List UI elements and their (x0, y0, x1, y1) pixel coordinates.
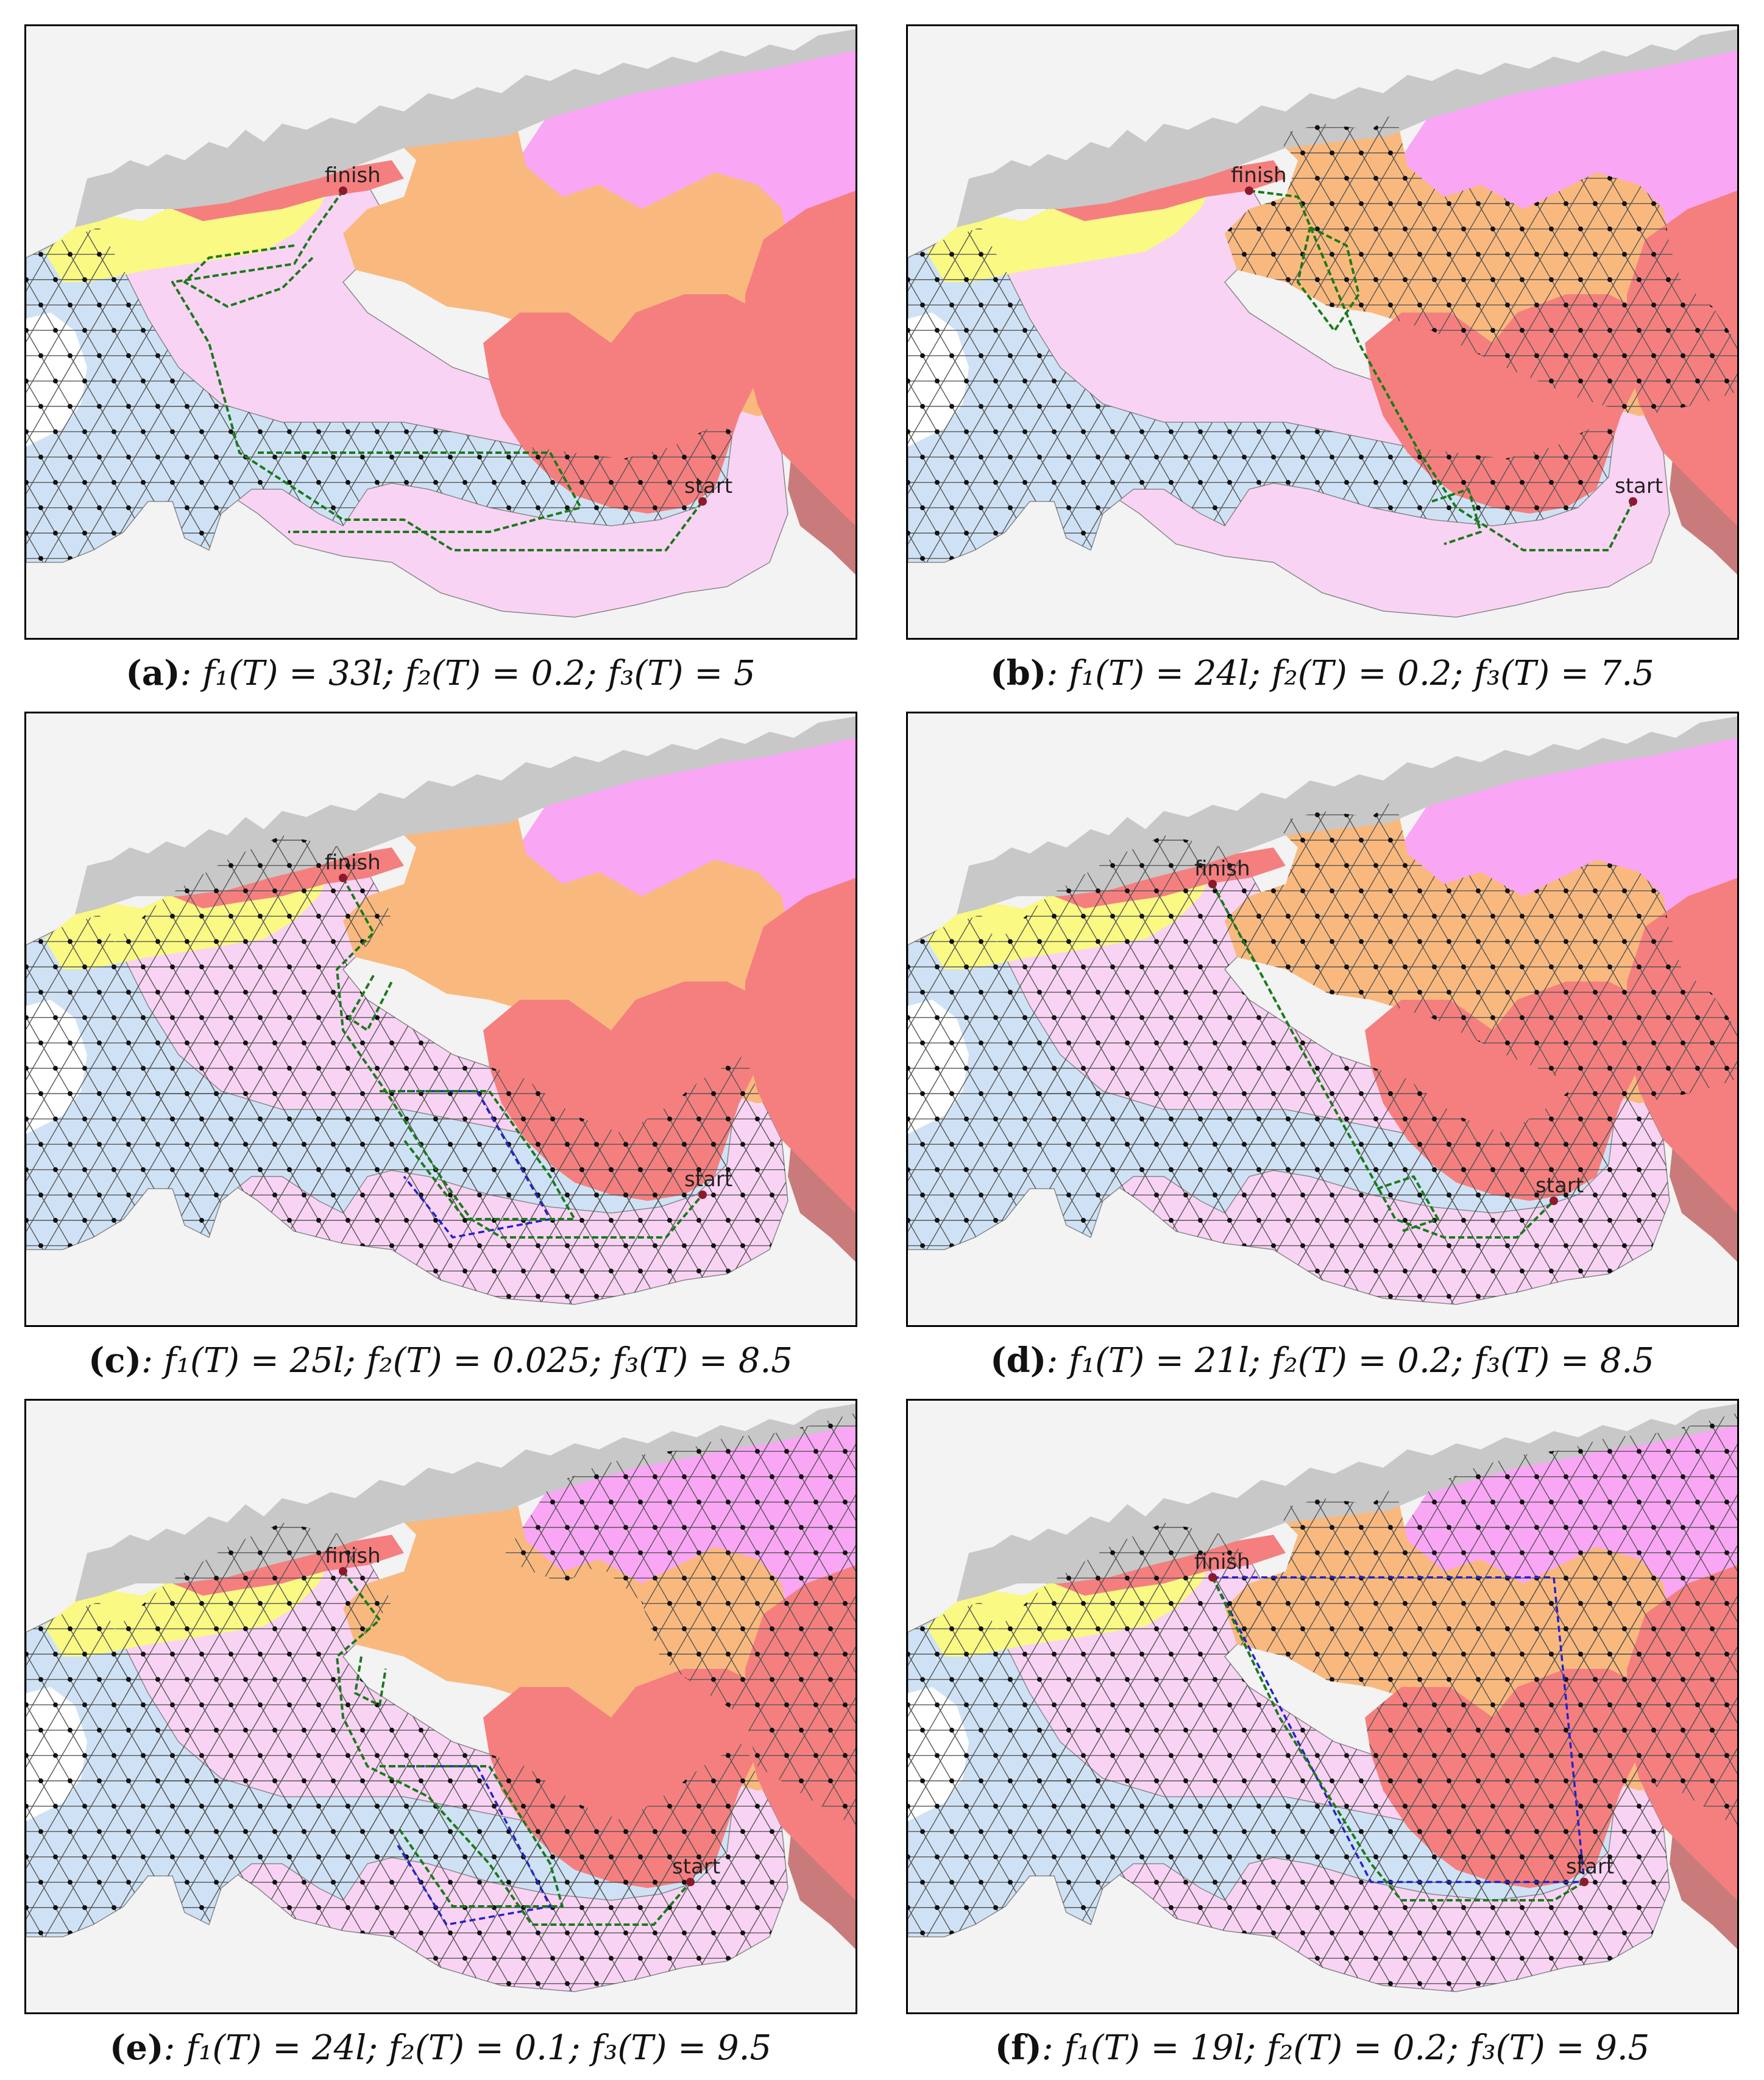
region-land (75, 716, 855, 914)
start-label: start (684, 474, 732, 498)
caption-f: (f): f₁(T) = 19l; f₂(T) = 0.2; f₃(T) = 9… (896, 2028, 1749, 2068)
panel-f: start finish (906, 1399, 1739, 2014)
region-red-east (745, 1565, 855, 1900)
route-path (380, 1765, 551, 1926)
route-path (1297, 226, 1360, 332)
route-path (380, 1090, 576, 1220)
route-path (1249, 189, 1634, 551)
route-path (348, 975, 393, 1031)
map-b: start finish (908, 26, 1737, 638)
panel-d: start finish (906, 712, 1739, 1327)
caption-a-text: : f₁(T) = 33l; f₂(T) = 0.2; f₃(T) = 5 (180, 654, 756, 693)
finish-marker (1208, 880, 1217, 888)
region-red (1365, 982, 1657, 1201)
route-path (354, 1656, 387, 1707)
finish-label: finish (1194, 1550, 1250, 1574)
region-land (75, 29, 855, 227)
caption-d: (d): f₁(T) = 21l; f₂(T) = 0.2; f₃(T) = 8… (896, 1340, 1749, 1381)
region-red-east (745, 191, 855, 526)
finish-label: finish (325, 1544, 381, 1568)
caption-c: (c): f₁(T) = 25l; f₂(T) = 0.025; f₃(T) =… (14, 1340, 867, 1381)
caption-c-label: (c) (88, 1340, 142, 1381)
region-red (483, 1669, 776, 1888)
finish-label: finish (1194, 857, 1250, 881)
start-marker (698, 497, 707, 506)
start-marker (1580, 1878, 1589, 1886)
panel-a: start finish (24, 24, 857, 640)
finish-label: finish (325, 851, 381, 875)
map-c: start finish (26, 713, 855, 1325)
caption-f-text: : f₁(T) = 19l; f₂(T) = 0.2; f₃(T) = 9.5 (1041, 2028, 1650, 2068)
region-red (483, 294, 776, 514)
region-land (75, 1404, 855, 1602)
start-label: start (672, 1855, 720, 1879)
caption-a-label: (a) (126, 653, 180, 693)
map-d: start finish (908, 713, 1737, 1325)
finish-marker (339, 186, 347, 195)
region-red-coast (1054, 160, 1286, 221)
region-red-east (1627, 1565, 1737, 1900)
caption-b-label: (b) (990, 653, 1047, 693)
route-path (1211, 883, 1555, 1239)
start-marker (698, 1190, 707, 1199)
region-red-east (1627, 878, 1737, 1213)
region-red (1365, 294, 1657, 514)
caption-f-label: (f) (994, 2028, 1042, 2068)
route-path (258, 451, 582, 533)
start-marker (686, 1878, 695, 1886)
map-f: start finish (908, 1401, 1737, 2012)
route-path (380, 1765, 564, 1908)
route-path (1376, 1175, 1439, 1233)
caption-e: (e): f₁(T) = 24l; f₂(T) = 0.1; f₃(T) = 9… (14, 2028, 867, 2068)
route-path (336, 1570, 692, 1926)
caption-e-label: (e) (109, 2028, 164, 2068)
map-a: start finish (26, 26, 855, 638)
region-red-east (1627, 191, 1737, 526)
route-path (171, 189, 704, 551)
route-path (1431, 488, 1482, 545)
caption-b: (b): f₁(T) = 24l; f₂(T) = 0.2; f₃(T) = 7… (896, 653, 1749, 693)
region-red (1365, 1669, 1657, 1888)
finish-marker (1208, 1573, 1217, 1582)
caption-e-text: : f₁(T) = 24l; f₂(T) = 0.1; f₃(T) = 9.5 (163, 2028, 772, 2068)
finish-marker (339, 874, 347, 882)
panel-c: start finish (24, 712, 857, 1327)
region-red-coast (172, 160, 404, 221)
finish-marker (1245, 186, 1253, 195)
caption-d-text: : f₁(T) = 21l; f₂(T) = 0.2; f₃(T) = 8.5 (1046, 1341, 1654, 1381)
finish-label: finish (1231, 163, 1287, 188)
finish-marker (339, 1567, 347, 1576)
region-red (483, 982, 776, 1201)
start-label: start (684, 1167, 732, 1192)
route-path (336, 877, 704, 1239)
caption-d-label: (d) (990, 1340, 1047, 1381)
start-label: start (1566, 1855, 1614, 1879)
panel-b: start finish (906, 24, 1739, 640)
map-e: start finish (26, 1401, 855, 2012)
start-label: start (1536, 1173, 1584, 1198)
caption-c-text: : f₁(T) = 25l; f₂(T) = 0.025; f₃(T) = 8.… (141, 1341, 793, 1381)
panel-e: start finish (24, 1399, 857, 2014)
start-label: start (1615, 474, 1663, 498)
start-marker (1629, 497, 1637, 506)
route-path (1211, 1577, 1585, 1901)
caption-a: (a): f₁(T) = 33l; f₂(T) = 0.2; f₃(T) = 5 (14, 653, 867, 693)
caption-b-text: : f₁(T) = 24l; f₂(T) = 0.2; f₃(T) = 7.5 (1046, 654, 1654, 693)
finish-label: finish (325, 163, 381, 188)
start-marker (1550, 1197, 1558, 1205)
region-red-east (745, 878, 855, 1213)
